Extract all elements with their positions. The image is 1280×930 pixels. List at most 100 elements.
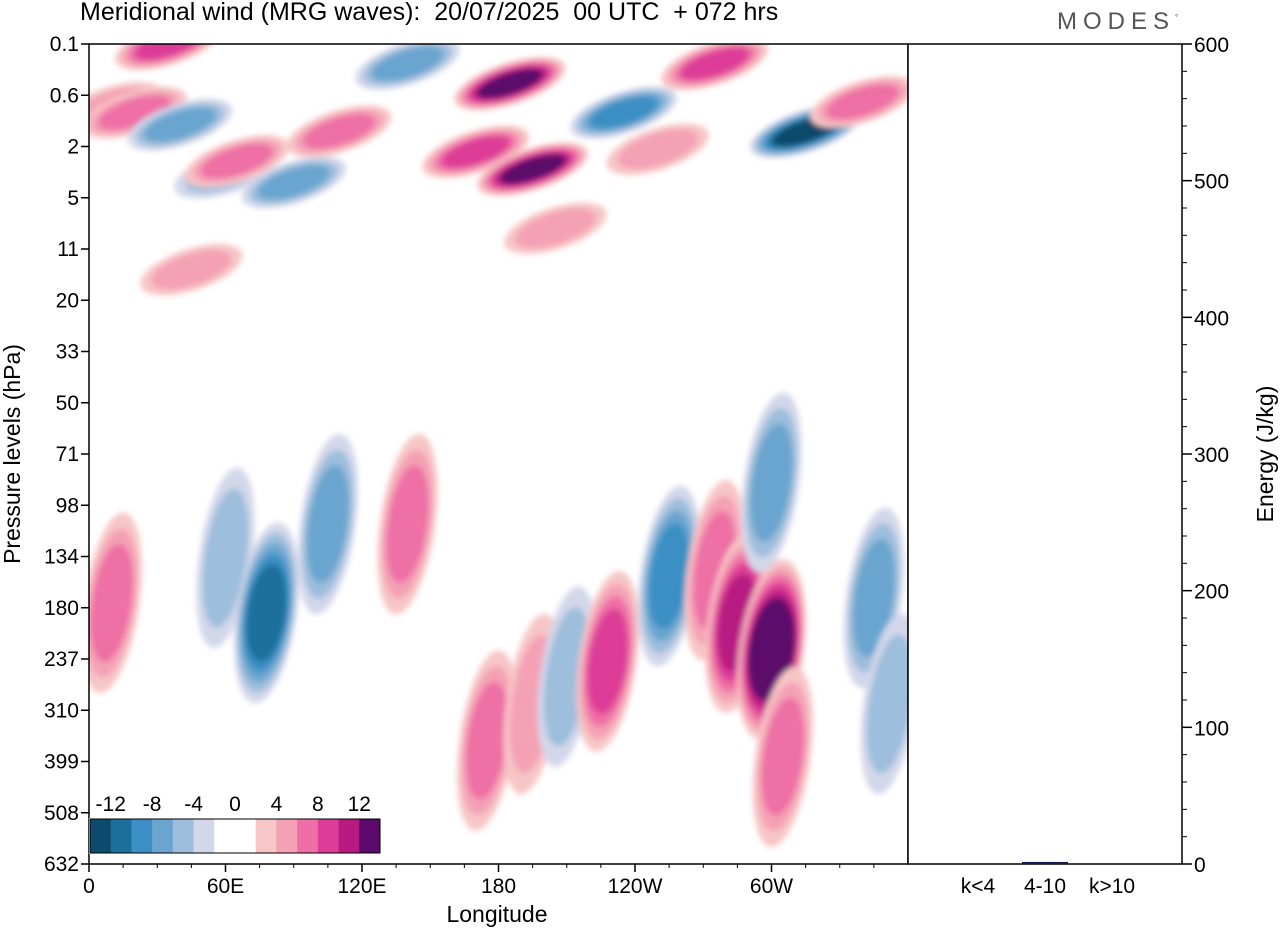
contour-level (750, 423, 793, 542)
colorbar-cell (276, 819, 298, 853)
colorbar-cell (152, 819, 174, 853)
colorbar-frame (89, 818, 381, 854)
y-tick-label: 508 (44, 802, 79, 825)
x-tick-label: 60W (750, 875, 793, 898)
wind-anomaly-northerly (140, 243, 243, 296)
contour-level (90, 543, 133, 662)
colorbar-cell (317, 819, 340, 853)
colorbar-label: -8 (143, 793, 162, 816)
colorbar-cell (235, 819, 257, 853)
energy-tick-label: 300 (1194, 444, 1229, 467)
wind-anomaly-southerly (570, 86, 678, 139)
colorbar-cell (359, 819, 381, 853)
colorbar-label: 8 (312, 793, 324, 816)
y-tick-label: 399 (44, 751, 79, 774)
contour-level (750, 605, 793, 693)
wind-anomaly-northerly (476, 142, 589, 196)
logo-text: MODES (1057, 8, 1176, 35)
contour-level (617, 129, 699, 170)
heatmap-panel: 0.1 0.6 2 5 11 20 33 50 71 98 134 180 237 310 399 508 63… (0, 33, 909, 927)
energy-bar (955, 863, 1001, 864)
colorbar-label: 0 (229, 793, 241, 816)
wind-anomaly-northerly (606, 123, 709, 175)
wind-anomaly-southerly (355, 44, 460, 90)
wind-anomaly-northerly (810, 75, 908, 128)
contour-level (143, 107, 217, 143)
energy-tick-label: 0 (1194, 854, 1206, 877)
energy-category-label: k<4 (961, 875, 996, 898)
colorbar-cell (255, 819, 277, 853)
contour-level (589, 96, 658, 129)
colorbar-cell (214, 819, 236, 853)
pressure-axis: 0.1 0.6 2 5 11 20 33 50 71 98 134 180 237 310 399 508 63… (44, 33, 89, 876)
colorbar-cell (193, 819, 215, 853)
wind-anomaly-southerly (637, 485, 701, 667)
y-tick-label: 50 (56, 392, 79, 415)
wind-anomaly-northerly (504, 202, 607, 255)
colorbar-cell (172, 819, 195, 853)
wind-anomaly-northerly (661, 44, 769, 91)
y-tick-label: 11 (57, 238, 79, 261)
energy-tick-label: 200 (1194, 581, 1229, 604)
wind-anomaly-southerly (741, 392, 802, 573)
longitude-axis: 0 60E 120E 180 120W 60W (83, 864, 875, 898)
contour-level (134, 44, 203, 60)
contour-level (466, 681, 509, 800)
colorbar-cell (110, 819, 132, 853)
contour-level (866, 634, 908, 774)
energy-bar (1022, 861, 1068, 864)
colorbar-label: -4 (184, 793, 203, 816)
y-tick-label: 310 (44, 699, 79, 722)
wind-anomaly-northerly (454, 56, 566, 111)
energy-bar (1089, 863, 1135, 864)
x-tick-label: 60E (207, 875, 244, 898)
wind-anomaly-northerly (184, 135, 290, 188)
y-tick-label: 71 (56, 443, 79, 466)
y-axis-label: Pressure levels (hPa) (0, 344, 25, 564)
y-tick-label: 237 (44, 648, 79, 671)
contour-level (151, 249, 232, 290)
contour-level (386, 465, 429, 584)
wind-contours (89, 44, 908, 848)
contour-level (761, 697, 804, 816)
contour-level (680, 47, 749, 80)
y-tick-label: 0.1 (50, 33, 79, 56)
y-tick-label: 180 (44, 597, 79, 620)
wind-anomaly-northerly (89, 86, 187, 139)
y-tick-label: 2 (67, 136, 79, 159)
contour-level (202, 488, 249, 628)
x-tick-label: 120E (337, 875, 386, 898)
wind-anomaly-southerly (127, 98, 233, 151)
energy-tick-label: 500 (1194, 171, 1229, 194)
x-tick-label: 120W (608, 875, 663, 898)
contour-level (515, 208, 596, 249)
wind-anomaly-northerly (89, 512, 142, 694)
y-tick-label: 0.6 (50, 84, 79, 107)
colorbar-label: 12 (348, 793, 371, 816)
y-tick-label: 20 (56, 289, 79, 312)
contour-level (98, 95, 171, 130)
contour-level (200, 143, 273, 179)
contour-level (852, 538, 895, 657)
energy-panel: 0 100 200 300 400 500 600 k<4 4-10 k>10 Energy (… (907, 34, 1278, 898)
y-tick-label: 33 (56, 341, 79, 364)
logo-mark: ° (1175, 13, 1179, 22)
x-tick-label: 0 (83, 875, 95, 898)
wind-anomaly-northerly (576, 571, 639, 752)
colorbar-cell (90, 819, 112, 853)
colorbar-cell (297, 819, 319, 853)
modes-logo: MODES° (1057, 8, 1178, 36)
wind-anomaly-southerly (234, 522, 299, 704)
colorbar-cell (338, 819, 360, 853)
y-tick-label: 632 (44, 853, 79, 876)
contour-level (826, 84, 899, 120)
wind-anomaly-southerly (241, 156, 347, 209)
colorbar-cell (131, 819, 153, 853)
wind-anomaly-northerly (457, 650, 518, 831)
y-tick-label: 5 (67, 187, 79, 210)
colorbar-label: 4 (271, 793, 283, 816)
colorbar: -12 -8 -4 0 4 8 12 (89, 793, 381, 854)
energy-tick-label: 100 (1194, 717, 1229, 740)
wind-anomaly-northerly (286, 105, 392, 158)
colorbar-label: -12 (96, 793, 126, 816)
